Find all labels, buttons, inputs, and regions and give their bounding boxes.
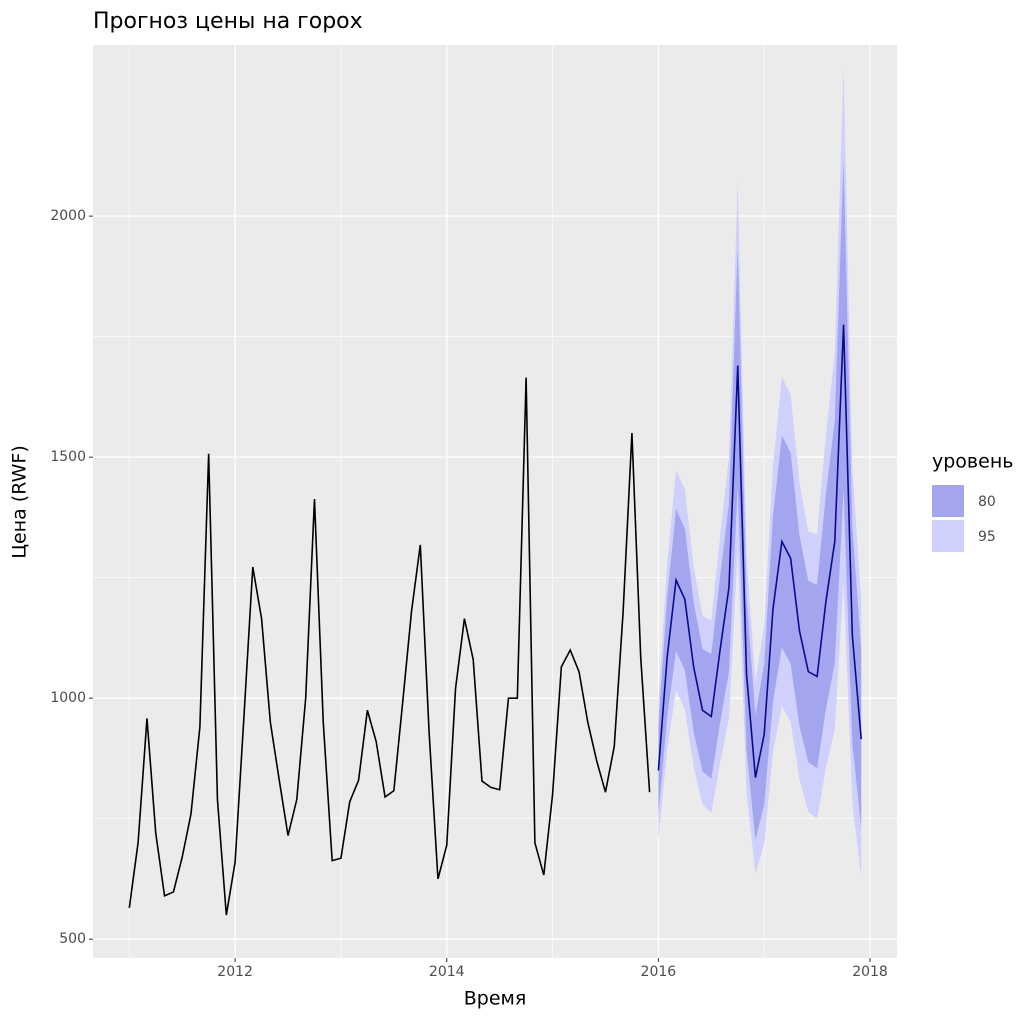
- chart-title: Прогноз цены на горох: [93, 9, 363, 34]
- y-tick-label: 1000: [50, 690, 86, 706]
- x-tick-label: 2016: [641, 964, 677, 980]
- legend-label: 80: [978, 494, 996, 510]
- y-tick-label: 500: [59, 931, 86, 947]
- y-tick-label: 1500: [50, 449, 86, 465]
- legend-key: [932, 485, 964, 517]
- interval-band: [658, 158, 862, 840]
- legend-key: [932, 520, 964, 552]
- legend-label: 95: [978, 529, 996, 545]
- y-tick-label: 2000: [50, 208, 86, 224]
- x-tick-label: 2012: [217, 964, 253, 980]
- x-axis-title: Время: [464, 988, 527, 1010]
- legend-title: уровень: [932, 451, 1013, 473]
- forecast-line: [657, 324, 863, 778]
- history-line: [128, 377, 651, 916]
- x-tick-label: 2014: [429, 964, 465, 980]
- y-axis-title: Цена (RWF): [9, 445, 31, 559]
- x-tick-label: 2018: [852, 964, 888, 980]
